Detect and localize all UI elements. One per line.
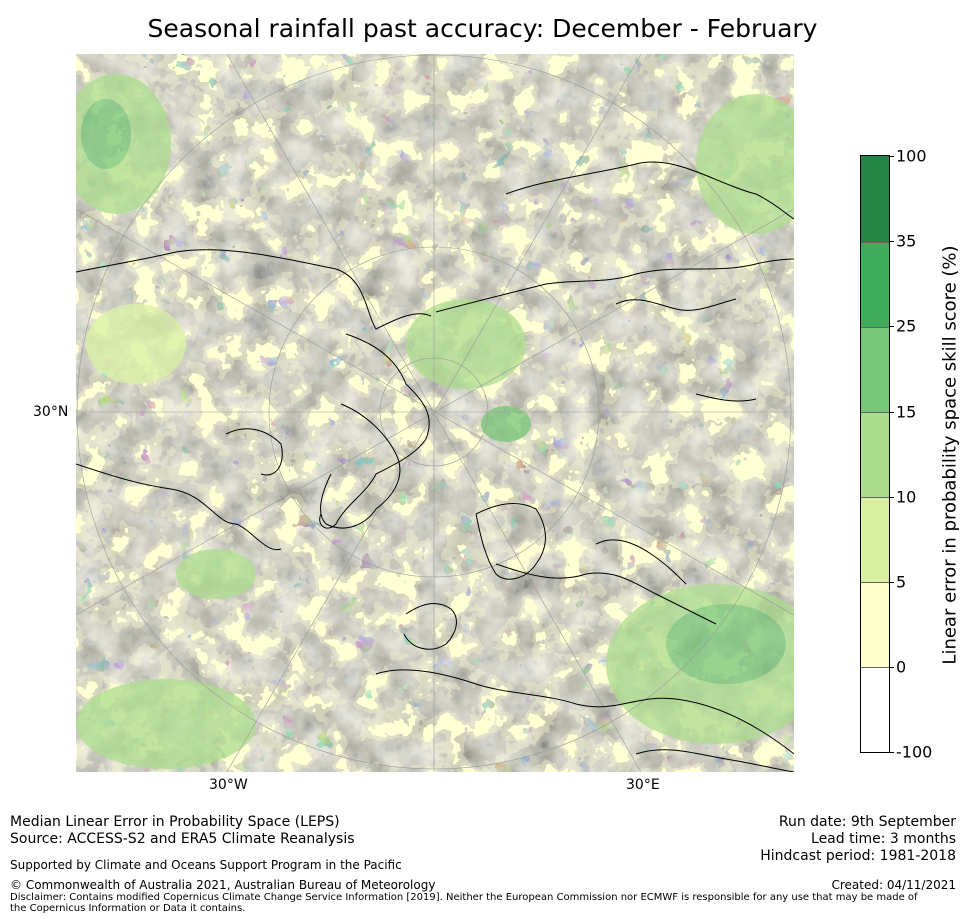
- footer-copyright: © Commonwealth of Australia 2021, Austra…: [10, 878, 436, 892]
- coastlines: [76, 161, 794, 772]
- graticule: [76, 54, 794, 772]
- colorbar-bin-15-25: [861, 327, 889, 412]
- lat-label-30n: 30°N: [33, 404, 69, 420]
- colorbar-tickmark: [889, 497, 894, 498]
- colorbar-title: Linear error in probability space skill …: [939, 245, 961, 665]
- colorbar-bin-10-15: [861, 412, 889, 497]
- colorbar-tickmark: [889, 156, 894, 157]
- colorbar-tickmark: [889, 582, 894, 583]
- lon-label-30e: 30°E: [626, 777, 660, 793]
- map-title: Seasonal rainfall past accuracy: Decembe…: [147, 14, 818, 43]
- colorbar-tickmark: [889, 752, 894, 753]
- footer-lead-time: Lead time: 3 months: [811, 831, 956, 847]
- footer-source: Source: ACCESS-S2 and ERA5 Climate Reana…: [10, 831, 355, 847]
- colorbar: [860, 155, 890, 753]
- footer-leps: Median Linear Error in Probability Space…: [10, 814, 340, 830]
- colorbar-tickmark: [889, 412, 894, 413]
- colorbar-bin-25-35: [861, 242, 889, 327]
- colorbar-bin-0-5: [861, 582, 889, 667]
- footer-support: Supported by Climate and Oceans Support …: [10, 858, 402, 872]
- colorbar-tick-label: 100: [896, 146, 927, 166]
- footer-hindcast: Hindcast period: 1981-2018: [760, 848, 956, 864]
- colorbar-bin-neg100-0: [861, 667, 889, 752]
- lon-label-30w: 30°W: [209, 777, 248, 793]
- polar-skill-map: [76, 54, 794, 772]
- colorbar-tick-label: -100: [896, 742, 933, 762]
- colorbar-tickmark: [889, 667, 894, 668]
- footer-created: Created: 04/11/2021: [831, 878, 956, 892]
- colorbar-tick-label: 10: [896, 487, 917, 507]
- colorbar-tick-label: 25: [896, 316, 917, 336]
- colorbar-bin-5-10: [861, 497, 889, 582]
- colorbar-tick-label: 15: [896, 402, 917, 422]
- footer-disclaimer: Disclaimer: Contains modified Copernicus…: [10, 892, 918, 914]
- colorbar-tick-label: 0: [896, 657, 907, 677]
- colorbar-tick-label: 5: [896, 572, 907, 592]
- colorbar-tickmark: [889, 241, 894, 242]
- colorbar-tick-label: 35: [896, 231, 917, 251]
- footer-run-date: Run date: 9th September: [778, 814, 956, 830]
- colorbar-bin-35-100: [861, 156, 889, 242]
- colorbar-tickmark: [889, 326, 894, 327]
